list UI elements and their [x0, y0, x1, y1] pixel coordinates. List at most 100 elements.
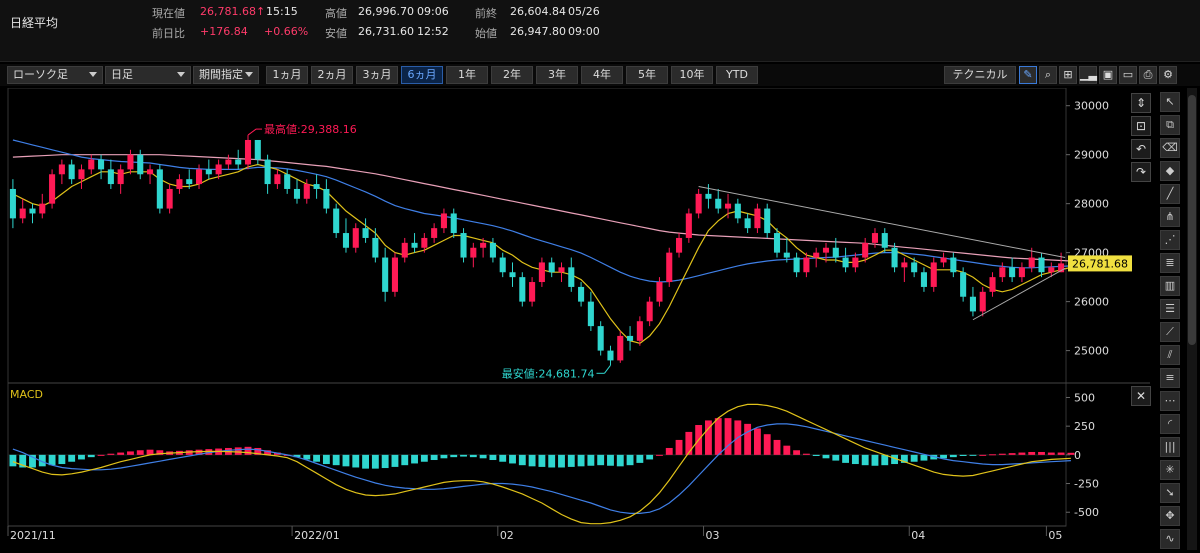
candle-body — [88, 159, 95, 170]
candle-body — [558, 267, 565, 273]
range-button[interactable]: 1年 — [446, 66, 488, 84]
candle-body — [176, 179, 183, 189]
technical-button[interactable]: テクニカル — [944, 66, 1016, 84]
spiral-icon[interactable]: ✳ — [1160, 460, 1180, 480]
candle-body — [274, 174, 281, 185]
candle-body — [930, 262, 937, 287]
candle-body — [813, 252, 820, 258]
range-button[interactable]: 5年 — [626, 66, 668, 84]
candle-body — [871, 233, 879, 243]
candle-body — [49, 174, 56, 204]
regression-icon[interactable]: ⋯ — [1160, 391, 1180, 411]
marker-icon[interactable]: ◆ — [1160, 161, 1180, 181]
price-tick-label: 28000 — [1074, 198, 1109, 211]
macd-histogram-bar — [97, 454, 105, 456]
arc-icon[interactable]: ◜ — [1160, 414, 1180, 434]
wave-icon[interactable]: ∿ — [1160, 529, 1180, 549]
candle-body — [764, 208, 771, 234]
range-button[interactable]: 10年 — [671, 66, 713, 84]
range-button[interactable]: 4年 — [581, 66, 623, 84]
cycle-icon[interactable]: ||| — [1160, 437, 1180, 457]
period-mode-select[interactable]: 期間指定 — [193, 66, 259, 84]
range-button[interactable]: YTD — [716, 66, 758, 84]
range-button[interactable]: 1ヵ月 — [266, 66, 308, 84]
candle-body — [881, 233, 888, 248]
range-button[interactable]: 3年 — [536, 66, 578, 84]
macd-histogram-bar — [538, 454, 546, 467]
compare-icon[interactable]: ⊞ — [1059, 66, 1077, 84]
macd-histogram-bar — [665, 447, 673, 455]
close-pane-icon[interactable]: ✕ — [1131, 386, 1151, 406]
ray-icon[interactable]: ⟋ — [1160, 322, 1180, 342]
macd-histogram-bar — [871, 454, 879, 466]
change-value: +176.84 — [200, 25, 248, 38]
redo-icon[interactable]: ↷ — [1131, 162, 1151, 182]
undo-icon[interactable]: ↶ — [1131, 139, 1151, 159]
candle-body — [832, 247, 839, 258]
macd-histogram-bar — [822, 454, 830, 459]
prev-close-label: 前終 — [475, 7, 497, 20]
copy-icon[interactable]: ⧉ — [1160, 115, 1180, 135]
price-pane: 最高値:29,388.16 最安値:24,681.74 — [9, 122, 1072, 380]
candle-body — [78, 169, 85, 180]
settings-icon[interactable]: ⚙ — [1159, 66, 1177, 84]
macd-histogram-bar — [420, 454, 428, 462]
fibonacci-icon[interactable]: ≣ — [1160, 253, 1180, 273]
chart-canvas[interactable]: 最高値:29,388.16 最安値:24,681.74 MACD 25000 260… — [0, 88, 1185, 553]
candle-body — [754, 208, 761, 229]
signal-line — [12, 403, 1071, 525]
bars-icon[interactable]: ▥ — [1160, 276, 1180, 296]
cursor-icon[interactable]: ↖ — [1160, 92, 1180, 112]
scrollbar-thumb[interactable] — [1188, 95, 1196, 345]
pencil-icon[interactable]: ✎ — [1019, 66, 1037, 84]
candle-body — [225, 159, 232, 165]
candle-body — [205, 169, 212, 175]
fit-icon[interactable]: ⇕ — [1131, 93, 1151, 113]
levels-icon[interactable]: ≡ — [1160, 368, 1180, 388]
pitchfork-icon[interactable]: ⋔ — [1160, 207, 1180, 227]
macd-histogram-bar — [313, 454, 321, 462]
candle-body — [960, 272, 967, 297]
save-icon[interactable]: ▣ — [1099, 66, 1117, 84]
macd-histogram-bar — [460, 454, 467, 457]
candle-body — [636, 321, 643, 341]
macd-tick-label: 250 — [1074, 420, 1095, 433]
candle-body — [1018, 267, 1025, 278]
lines-icon[interactable]: ☰ — [1160, 299, 1180, 319]
arrow-icon[interactable]: ➘ — [1160, 483, 1180, 503]
macd-histogram-bar — [29, 454, 36, 468]
lock-icon[interactable]: ⊡ — [1131, 116, 1151, 136]
candle-body — [1028, 257, 1035, 268]
fan-icon[interactable]: ⋰ — [1160, 230, 1180, 250]
candle-body — [803, 257, 810, 273]
chart-type-select[interactable]: ローソク足 — [7, 66, 103, 84]
candle-body — [666, 252, 673, 283]
range-button[interactable]: 2ヵ月 — [311, 66, 353, 84]
candle-body — [323, 188, 330, 209]
volume-icon[interactable]: ▁▃ — [1079, 66, 1097, 84]
interval-select[interactable]: 日足 — [105, 66, 191, 84]
candle-body — [548, 262, 555, 273]
candle-body — [783, 252, 790, 258]
range-button[interactable]: 6ヵ月 — [401, 66, 443, 84]
move-icon[interactable]: ✥ — [1160, 506, 1180, 526]
candle-body — [1038, 257, 1045, 273]
quote-header: 日経平均 現在値 26,781.68 ↑ 15:15 前日比 +176.84 +… — [0, 0, 1200, 62]
eraser-icon[interactable]: ⌫ — [1160, 138, 1180, 158]
print-icon[interactable]: ⎙ — [1139, 66, 1157, 84]
folder-icon[interactable]: ▭ — [1119, 66, 1137, 84]
macd-histogram-bar — [607, 454, 614, 466]
range-button[interactable]: 3ヵ月 — [356, 66, 398, 84]
macd-histogram-bar — [381, 454, 389, 469]
zoom-icon[interactable]: ⌕ — [1039, 66, 1057, 84]
macd-histogram-bar — [1047, 452, 1055, 455]
channel-icon[interactable]: ⫽ — [1160, 345, 1180, 365]
candle-body — [480, 242, 487, 248]
last-price-tag: 26,781.68 — [1072, 257, 1128, 270]
range-button[interactable]: 2年 — [491, 66, 533, 84]
candle-body — [715, 198, 722, 209]
macd-histogram-bar — [802, 453, 810, 455]
macd-histogram-bar — [979, 454, 987, 456]
candle-body — [734, 203, 741, 219]
trendline-icon[interactable]: ╱ — [1160, 184, 1180, 204]
